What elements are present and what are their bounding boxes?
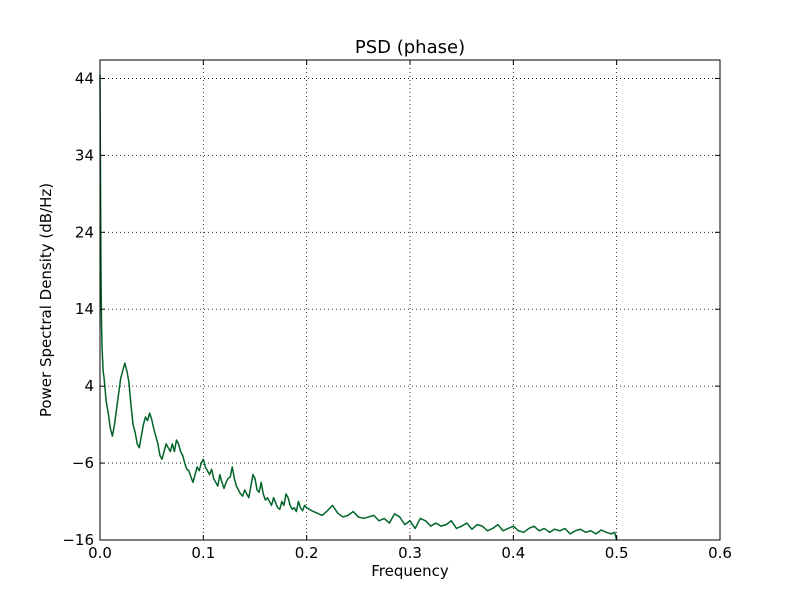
data-series: [99, 74, 618, 541]
x-tick-label: 0.0: [88, 544, 112, 562]
y-tick-label: 4: [84, 377, 94, 395]
chart-title: PSD (phase): [355, 37, 465, 58]
y-tick-label: −16: [62, 531, 94, 549]
x-tick-label: 0.1: [191, 544, 215, 562]
x-tick-label: 0.6: [708, 544, 732, 562]
psd-series-line: [99, 74, 618, 541]
y-tick-label: −6: [72, 454, 94, 472]
y-axis-label: Power Spectral Density (dB/Hz): [37, 183, 55, 417]
y-tick-label: 14: [75, 300, 94, 318]
x-tick-label: 0.4: [501, 544, 525, 562]
ticks: 0.0 0.1 0.2 0.3 0.4 0.5 0.6 −16 −6 4 14 24 34 44: [62, 60, 732, 562]
x-tick-label: 0.3: [398, 544, 422, 562]
x-tick-label: 0.2: [295, 544, 319, 562]
x-axis-label: Frequency: [371, 562, 449, 580]
y-tick-label: 44: [75, 69, 94, 87]
y-tick-label: 24: [75, 223, 94, 241]
x-tick-label: 0.5: [605, 544, 629, 562]
y-tick-label: 34: [75, 146, 94, 164]
